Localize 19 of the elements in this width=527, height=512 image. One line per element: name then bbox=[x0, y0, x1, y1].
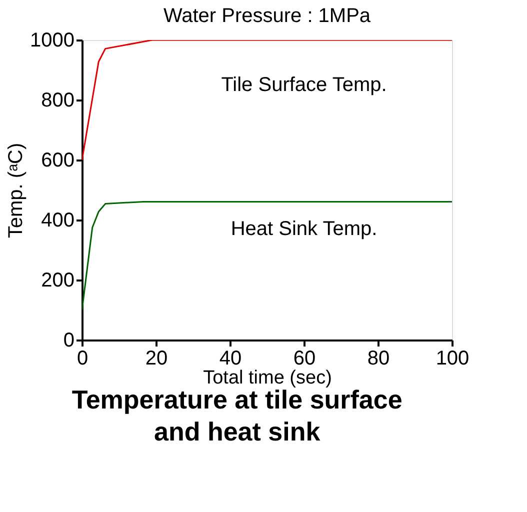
line-series bbox=[82, 200, 452, 311]
y-tick-label: 200 bbox=[41, 270, 74, 292]
x-tick-label: 80 bbox=[367, 348, 390, 370]
x-tick-label: 40 bbox=[219, 348, 242, 370]
chart-subtitle: Water Pressure : 1MPa bbox=[163, 5, 372, 27]
y-axis-title: Temp. (ᵃC) bbox=[5, 142, 28, 238]
x-tick-label: 20 bbox=[145, 348, 168, 370]
y-tick-label: 800 bbox=[41, 90, 74, 112]
x-tick-label: 100 bbox=[436, 348, 470, 370]
x-axis-title: Total time (sec) bbox=[203, 368, 332, 388]
y-tick-label: 0 bbox=[63, 330, 74, 352]
y-tick-label: 400 bbox=[41, 210, 74, 232]
x-tick-label: 60 bbox=[293, 348, 316, 370]
series-label: Tile Surface Temp. bbox=[221, 74, 387, 96]
line-series bbox=[82, 40, 452, 161]
y-tick-label: 600 bbox=[41, 150, 74, 172]
series-label: Heat Sink Temp. bbox=[230, 218, 378, 240]
x-tick-label: 0 bbox=[76, 348, 88, 370]
y-tick-label: 1000 bbox=[30, 30, 74, 52]
